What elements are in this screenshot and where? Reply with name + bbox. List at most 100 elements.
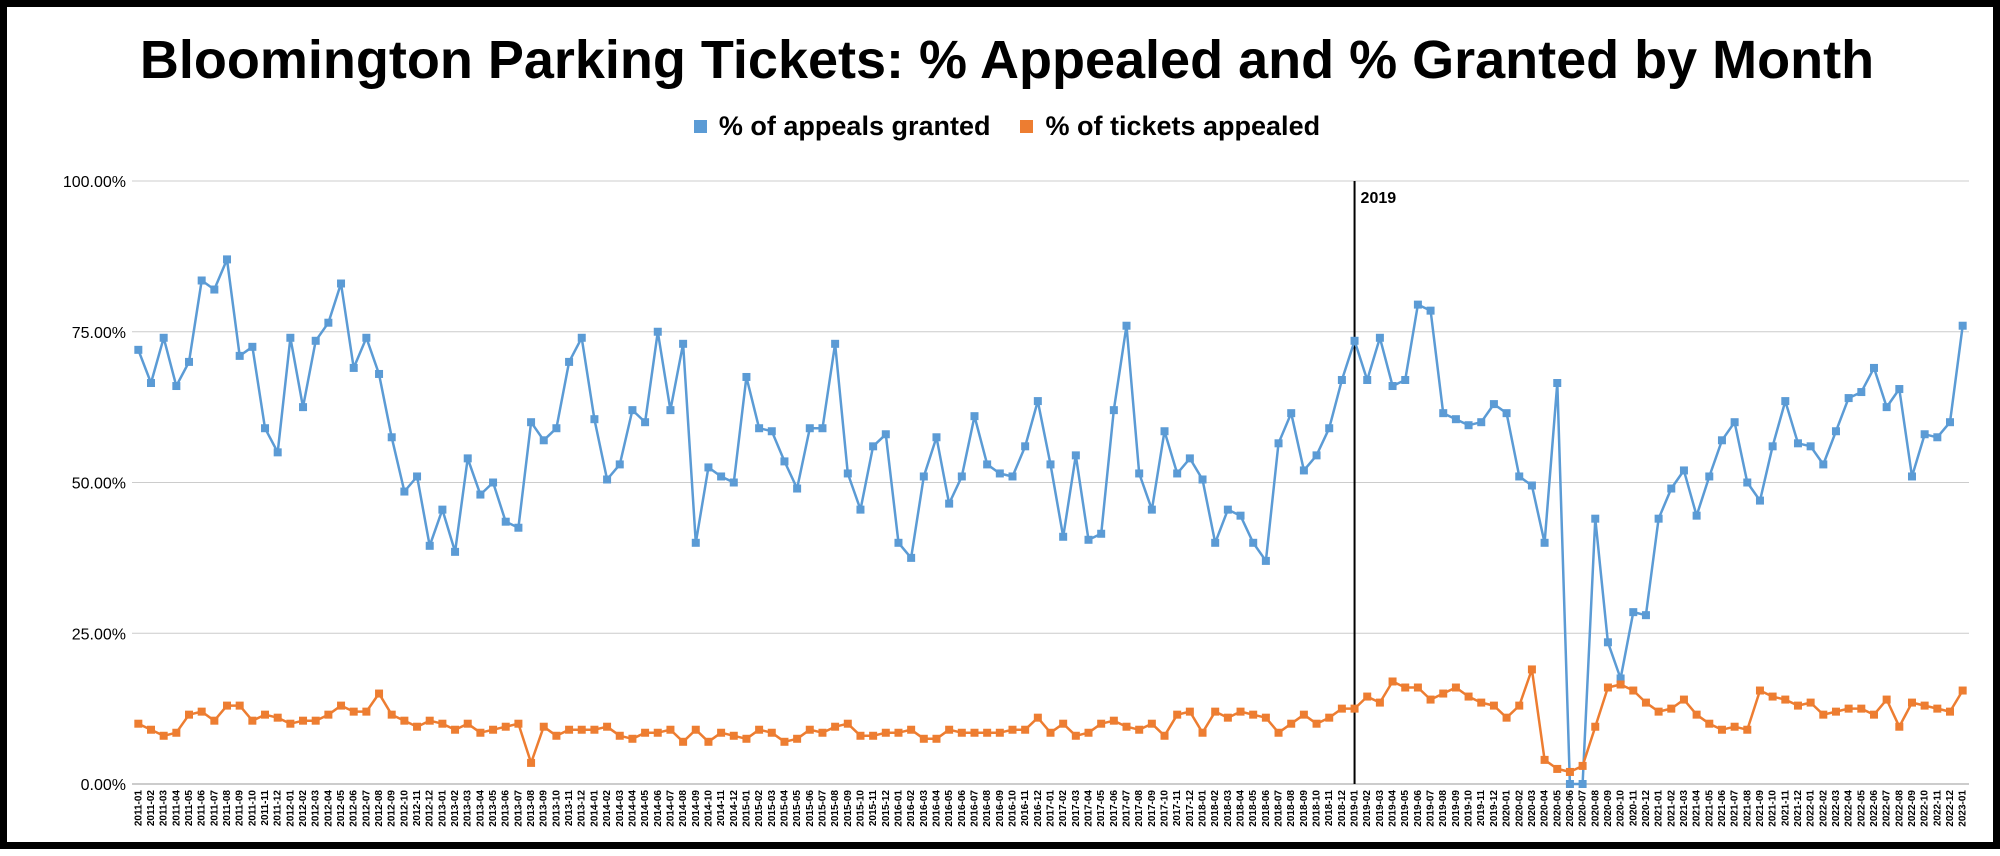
data-point-series-1: [894, 728, 903, 737]
data-point-series-0: [717, 472, 726, 481]
data-point-series-1: [1249, 710, 1258, 719]
data-point-series-0: [1426, 306, 1435, 315]
data-point-series-1: [501, 722, 510, 731]
x-tick-label: 2017-05: [1096, 790, 1107, 827]
data-point-series-0: [1122, 321, 1131, 330]
data-point-series-0: [970, 412, 979, 421]
data-point-series-0: [1540, 538, 1549, 547]
x-tick-label: 2017-11: [1172, 790, 1183, 827]
data-point-series-0: [565, 357, 574, 366]
data-point-series-1: [1046, 728, 1055, 737]
x-tick-label: 2019-01: [1350, 790, 1361, 827]
x-tick-label: 2020-08: [1590, 790, 1601, 827]
data-point-series-0: [261, 424, 270, 433]
data-point-series-0: [1958, 321, 1967, 330]
x-tick-label: 2016-04: [931, 790, 942, 827]
data-point-series-1: [818, 728, 827, 737]
data-point-series-1: [1869, 710, 1878, 719]
data-point-series-0: [805, 424, 814, 433]
x-tick-label: 2022-12: [1945, 790, 1956, 827]
data-point-series-0: [349, 363, 358, 372]
data-point-series-1: [1781, 695, 1790, 704]
data-point-series-1: [147, 725, 156, 734]
data-point-series-0: [134, 345, 143, 354]
x-tick-label: 2016-07: [969, 790, 980, 827]
x-tick-label: 2015-03: [767, 790, 778, 827]
data-point-series-1: [1667, 704, 1676, 713]
data-point-series-1: [755, 725, 764, 734]
data-point-series-0: [1717, 436, 1726, 445]
x-tick-label: 2014-12: [729, 790, 740, 827]
data-point-series-0: [818, 424, 827, 433]
data-point-series-0: [1654, 514, 1663, 523]
data-point-series-1: [1325, 713, 1334, 722]
data-point-series-0: [729, 478, 738, 487]
data-point-series-1: [1059, 719, 1068, 728]
x-tick-label: 2016-11: [1020, 790, 1031, 827]
x-tick-label: 2017-02: [1058, 790, 1069, 827]
data-point-series-0: [742, 372, 751, 381]
data-point-series-0: [1337, 375, 1346, 384]
x-tick-label: 2014-06: [653, 790, 664, 827]
x-tick-label: 2019-04: [1388, 790, 1399, 827]
data-point-series-1: [641, 728, 650, 737]
data-point-series-1: [1527, 665, 1536, 674]
x-tick-label: 2015-01: [741, 790, 752, 827]
data-point-series-0: [1920, 430, 1929, 439]
data-point-series-1: [1274, 728, 1283, 737]
data-point-series-0: [476, 490, 485, 499]
data-point-series-0: [1413, 300, 1422, 309]
data-point-series-0: [1135, 469, 1144, 478]
data-point-series-1: [1730, 722, 1739, 731]
x-tick-label: 2012-11: [412, 790, 423, 827]
x-tick-label: 2016-09: [995, 790, 1006, 827]
data-point-series-1: [603, 722, 612, 731]
data-point-series-0: [1173, 469, 1182, 478]
x-tick-label: 2014-02: [602, 790, 613, 827]
data-point-series-0: [514, 523, 523, 532]
x-tick-label: 2018-10: [1312, 790, 1323, 827]
data-point-series-0: [1553, 379, 1562, 388]
data-point-series-0: [894, 538, 903, 547]
data-point-series-0: [527, 418, 536, 427]
x-tick-label: 2018-06: [1261, 790, 1272, 827]
x-tick-label: 2011-10: [247, 790, 258, 827]
data-point-series-1: [552, 731, 561, 740]
data-point-series-0: [666, 406, 675, 415]
data-point-series-1: [172, 728, 181, 737]
x-tick-label: 2022-03: [1831, 790, 1842, 827]
data-point-series-0: [1502, 409, 1511, 418]
x-tick-label: 2016-12: [1033, 790, 1044, 827]
data-point-series-0: [767, 427, 776, 436]
data-point-series-1: [1768, 692, 1777, 701]
data-point-series-0: [919, 472, 928, 481]
data-point-series-1: [577, 725, 586, 734]
x-tick-label: 2020-01: [1502, 790, 1513, 827]
x-tick-label: 2021-06: [1717, 790, 1728, 827]
data-point-series-1: [337, 701, 346, 710]
data-point-series-1: [1958, 686, 1967, 695]
data-point-series-0: [1477, 418, 1486, 427]
x-tick-label: 2011-11: [260, 790, 271, 826]
legend: % of appeals granted % of tickets appeal…: [7, 111, 2000, 142]
data-point-series-0: [235, 351, 244, 360]
x-tick-label: 2015-09: [843, 790, 854, 827]
data-point-series-1: [1135, 725, 1144, 734]
x-tick-label: 2013-12: [577, 790, 588, 827]
data-point-series-1: [311, 716, 320, 725]
x-tick-label: 2013-03: [463, 790, 474, 827]
data-point-series-1: [1350, 704, 1359, 713]
data-point-series-0: [1641, 611, 1650, 620]
y-tick-label: 25.00%: [72, 626, 126, 643]
data-point-series-1: [1806, 698, 1815, 707]
x-tick-label: 2019-02: [1362, 790, 1373, 827]
data-point-series-1: [1692, 710, 1701, 719]
data-point-series-1: [691, 725, 700, 734]
x-tick-label: 2022-04: [1844, 790, 1855, 827]
data-point-series-1: [1603, 683, 1612, 692]
legend-label-tickets-appealed: % of tickets appealed: [1045, 111, 1321, 141]
data-point-series-1: [1211, 707, 1220, 716]
data-point-series-1: [463, 719, 472, 728]
x-tick-label: 2012-08: [374, 790, 385, 827]
x-tick-label: 2018-03: [1223, 790, 1234, 827]
